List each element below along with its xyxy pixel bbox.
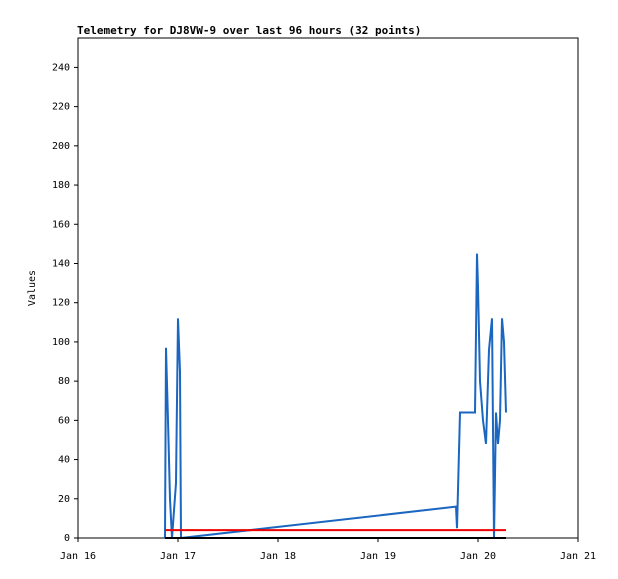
plot-frame [77, 37, 579, 539]
y-tick-label: 80 [58, 376, 70, 387]
y-tick-label: 120 [52, 298, 70, 309]
y-axis-label: Values [27, 270, 38, 306]
chart-title: Telemetry for DJ8VW-9 over last 96 hours… [77, 24, 421, 37]
y-tick-label: 40 [58, 455, 70, 466]
y-tick-label: 20 [58, 494, 70, 505]
x-tick-label: Jan 19 [360, 551, 396, 562]
y-tick-label: 0 [64, 533, 70, 544]
y-tick-label: 180 [52, 180, 70, 191]
x-tick-label: Jan 16 [60, 551, 96, 562]
x-tick-label: Jan 21 [560, 551, 596, 562]
y-tick-label: 220 [52, 102, 70, 113]
y-tick-label: 160 [52, 219, 70, 230]
y-tick-label: 60 [58, 415, 70, 426]
y-tick-label: 240 [52, 62, 70, 73]
y-tick-label: 200 [52, 141, 70, 152]
y-tick-label: 100 [52, 337, 70, 348]
y-tick-label: 140 [52, 258, 70, 269]
x-tick-label: Jan 17 [160, 551, 196, 562]
x-tick-label: Jan 18 [260, 551, 296, 562]
series-line [164, 253, 507, 540]
x-tick-label: Jan 20 [460, 551, 496, 562]
